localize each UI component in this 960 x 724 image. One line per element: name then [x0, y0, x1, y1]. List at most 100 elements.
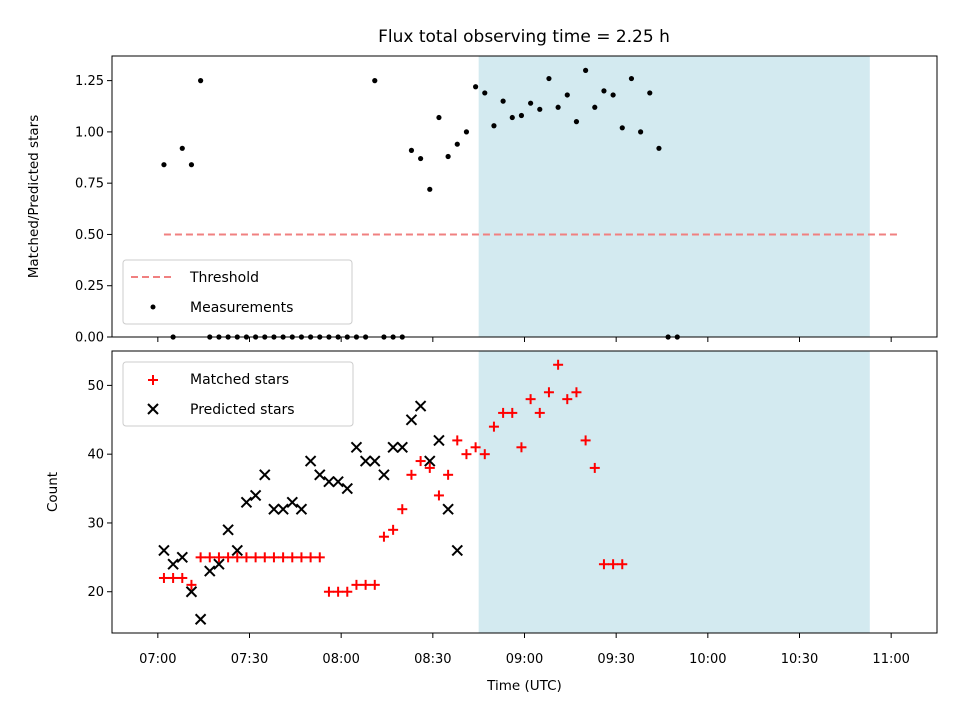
predicted-star-point [240, 496, 253, 509]
predicted-star-stroke-b [442, 503, 454, 515]
predicted-star-stroke-b [295, 503, 308, 515]
y-tick-label: 0.25 [75, 279, 104, 294]
measurement-point [491, 123, 497, 129]
matched-star-point [232, 552, 243, 563]
predicted-star-stroke-b [378, 469, 390, 481]
legend-matched-swatch [148, 375, 158, 385]
measurement-point [482, 90, 488, 96]
predicted-star-point [442, 503, 454, 515]
measurement-point [418, 155, 424, 162]
matched-star-point [543, 387, 554, 398]
matched-star-point [498, 407, 509, 418]
matched-star-point [461, 449, 472, 460]
top-y-axis-label: Matched/Predicted stars [26, 115, 42, 278]
matched-star-point [268, 552, 279, 563]
bottom-x-axis: 07:00 07:30 08:00 08:30 09:00 09:30 10:00 10:30… [139, 633, 910, 667]
y-tick-label: 30 [87, 516, 104, 531]
predicted-star-point [424, 455, 436, 467]
matched-star-point [168, 572, 179, 583]
predicted-star-point [405, 414, 418, 426]
chart-title: Flux total observing time = 2.25 h [378, 27, 670, 47]
predicted-star-point [304, 455, 317, 467]
predicted-star-point [158, 544, 170, 557]
matched-star-point [351, 579, 362, 590]
y-tick-label: 0.50 [75, 228, 104, 243]
predicted-star-point [341, 482, 353, 495]
measurement-point [555, 104, 561, 110]
predicted-star-stroke-b [323, 475, 335, 488]
x-tick-label: 07:30 [231, 652, 268, 667]
matched-star-point [369, 579, 380, 590]
legend-predicted-stroke-b [147, 403, 159, 415]
matched-star-point [488, 421, 499, 432]
measurement-point [647, 90, 653, 96]
matched-star-point [186, 579, 197, 590]
matched-star-point [507, 407, 518, 418]
matched-star-point [562, 394, 573, 405]
matched-star-point [250, 552, 261, 563]
predicted-star-point [268, 503, 280, 515]
predicted-star-point [451, 544, 463, 557]
predicted-star-point [433, 434, 445, 447]
predicted-star-point [295, 503, 308, 515]
matched-star-point [516, 442, 527, 453]
top-highlight-span [478, 56, 870, 337]
top-y-axis: 0.00 0.25 0.50 0.75 1.00 1.25 [75, 74, 112, 346]
measurement-point [427, 186, 433, 192]
measurement-point [436, 114, 442, 121]
matched-stars-series [158, 359, 628, 597]
matched-star-point [479, 449, 490, 460]
predicted-star-stroke-b [185, 586, 198, 598]
predicted-star-stroke-b [451, 544, 463, 557]
predicted-star-stroke-b [414, 400, 427, 412]
x-tick-label: 08:00 [322, 652, 359, 667]
predicted-star-stroke-b [424, 455, 436, 467]
predicted-star-stroke-b [433, 434, 445, 447]
matched-star-point [342, 586, 353, 597]
measurement-point [408, 147, 415, 153]
matched-star-point [305, 552, 316, 563]
predicted-star-stroke-b [314, 469, 326, 481]
measurement-point [198, 78, 204, 84]
measurement-point [537, 106, 543, 112]
matched-star-point [314, 552, 325, 563]
bottom-highlight-span [478, 351, 870, 633]
predicted-star-stroke-b [222, 524, 234, 536]
measurement-point [179, 145, 185, 151]
predicted-star-point [259, 469, 271, 481]
legend-matched-label: Matched stars [190, 372, 289, 388]
x-tick-label: 08:30 [414, 652, 451, 667]
measurement-point [601, 88, 607, 94]
predicted-star-point [286, 496, 298, 509]
matched-star-point [553, 359, 564, 370]
x-tick-label: 10:00 [689, 652, 726, 667]
bottom-y-axis: 20 30 40 50 [87, 379, 112, 600]
predicted-star-stroke-b [213, 558, 225, 570]
matched-star-point [213, 552, 224, 563]
predicted-star-point [314, 469, 326, 481]
matched-star-point [580, 435, 591, 446]
top-legend-box [122, 259, 353, 325]
matched-star-point [571, 387, 582, 398]
measurement-point [473, 84, 479, 90]
predicted-star-point [204, 565, 216, 577]
measurement-point [528, 100, 534, 106]
measurement-point [518, 112, 525, 119]
y-tick-label: 20 [87, 585, 104, 600]
matched-star-point [534, 407, 545, 418]
y-tick-label: 0.00 [75, 331, 104, 346]
matched-star-point [296, 552, 307, 563]
predicted-star-point [167, 558, 179, 570]
predicted-star-stroke-b [268, 503, 280, 515]
matched-star-point [452, 435, 463, 446]
predicted-star-point [323, 475, 335, 488]
legend-threshold-label: Threshold [189, 270, 259, 286]
measurement-point [500, 98, 506, 104]
measurement-point [188, 162, 195, 168]
legend-measurements-label: Measurements [190, 300, 293, 316]
measurement-point [564, 92, 570, 98]
bottom-legend: Matched stars Predicted stars [122, 361, 354, 427]
measurement-point [610, 92, 616, 98]
measurement-point [546, 75, 552, 82]
